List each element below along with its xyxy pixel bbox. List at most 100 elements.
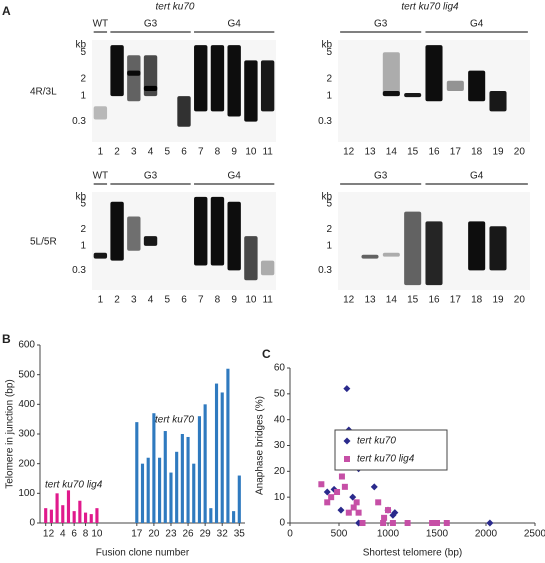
x-tick-label: 4 <box>60 529 66 540</box>
lane-label: 10 <box>245 147 257 158</box>
point <box>434 520 440 526</box>
kb-tick: 5 <box>326 198 332 209</box>
point <box>486 519 494 527</box>
point <box>350 504 357 511</box>
bar <box>146 457 150 523</box>
y-tick-label: 20 <box>274 466 286 477</box>
bar <box>135 422 139 523</box>
kb-tick: 2 <box>80 73 86 84</box>
lane-label: 9 <box>231 295 237 306</box>
gel-band <box>489 226 507 271</box>
point <box>385 507 391 514</box>
y-axis-label: Anaphase bridges (%) <box>255 396 266 495</box>
lane-label: 13 <box>364 147 376 158</box>
point <box>349 493 357 501</box>
lane-label: 20 <box>514 295 526 306</box>
x-tick-label: 2000 <box>475 529 498 540</box>
lane-label: 3 <box>131 295 137 306</box>
y-axis-label: Telomere in junction (bp) <box>5 379 16 489</box>
point <box>375 499 382 506</box>
bar <box>152 413 156 523</box>
kb-label: kb <box>321 192 332 203</box>
lane-label: 12 <box>343 295 355 306</box>
x-tick-label: 23 <box>165 529 177 540</box>
gel-band <box>244 60 258 122</box>
x-tick-label: 1500 <box>426 529 449 540</box>
lane-label: 7 <box>198 295 204 306</box>
annotation: tert ku70 <box>155 415 194 426</box>
lane-label: 15 <box>407 295 419 306</box>
lane-label: 20 <box>514 147 526 158</box>
bar <box>237 475 241 523</box>
lane-label: 5 <box>164 147 170 158</box>
gel-band <box>425 221 443 286</box>
lane-label: 13 <box>364 295 376 306</box>
point <box>359 520 366 526</box>
lane-label: 2 <box>114 147 120 158</box>
lane-label: 11 <box>262 295 273 306</box>
lane-label: 7 <box>198 147 204 158</box>
y-tick-label: 100 <box>18 488 35 499</box>
bar <box>95 508 99 523</box>
lane-label: 3 <box>131 147 137 158</box>
x-tick-label: 17 <box>131 529 143 540</box>
bar <box>203 404 207 523</box>
column-title: tert ku70 <box>156 2 195 13</box>
point <box>380 520 387 526</box>
gel-band <box>93 106 108 120</box>
point <box>389 520 396 526</box>
lane-label: 15 <box>407 147 419 158</box>
x-axis-label: Fusion clone number <box>96 548 190 559</box>
bar <box>89 514 93 523</box>
gel-band <box>127 55 141 102</box>
panel-letter: A <box>2 4 11 18</box>
lane-label: 16 <box>428 147 440 158</box>
point <box>318 481 325 488</box>
group-label: G3 <box>374 19 388 30</box>
y-tick-label: 200 <box>18 458 35 469</box>
y-tick-label: 300 <box>18 429 35 440</box>
gel-band <box>127 216 141 251</box>
gel-band <box>361 254 379 259</box>
bar <box>209 508 213 523</box>
point <box>391 509 399 517</box>
kb-tick: 1 <box>80 241 86 252</box>
point <box>337 506 345 514</box>
gel-band <box>227 201 241 271</box>
point <box>341 483 348 490</box>
bar <box>140 463 145 523</box>
group-label: G3 <box>374 171 388 182</box>
bar <box>72 511 76 523</box>
x-axis-label: Shortest telomere (bp) <box>363 548 463 559</box>
kb-tick: 2 <box>326 73 332 84</box>
point <box>343 385 351 393</box>
gel-band <box>227 45 241 117</box>
x-tick-label: 35 <box>234 529 246 540</box>
lane-label: 18 <box>471 295 483 306</box>
lane-label: 19 <box>492 295 504 306</box>
lane-label: 5 <box>164 295 170 306</box>
panel-letter: C <box>262 347 271 361</box>
x-tick-label: 2500 <box>524 529 545 540</box>
row-label: 5L/5R <box>30 237 57 248</box>
gel-band <box>143 85 158 91</box>
lane-label: 1 <box>98 295 104 306</box>
y-tick-label: 50 <box>274 388 286 399</box>
annotation: tert ku70 lig4 <box>45 480 103 491</box>
kb-tick: 0.3 <box>72 116 86 127</box>
gel-band <box>382 91 400 97</box>
lane-label: 9 <box>231 147 237 158</box>
lane-label: 10 <box>245 295 257 306</box>
x-tick-label: 26 <box>182 529 194 540</box>
bar <box>61 505 65 523</box>
kb-tick: 1 <box>80 91 86 102</box>
lane-label: 4 <box>148 147 154 158</box>
gel-band <box>382 252 400 257</box>
gel-band <box>260 60 275 112</box>
lane-label: 11 <box>262 147 273 158</box>
x-tick-label: 0 <box>287 529 293 540</box>
legend-marker <box>344 456 350 462</box>
bar <box>232 511 236 523</box>
bar <box>197 416 202 523</box>
kb-tick: 5 <box>80 47 86 58</box>
